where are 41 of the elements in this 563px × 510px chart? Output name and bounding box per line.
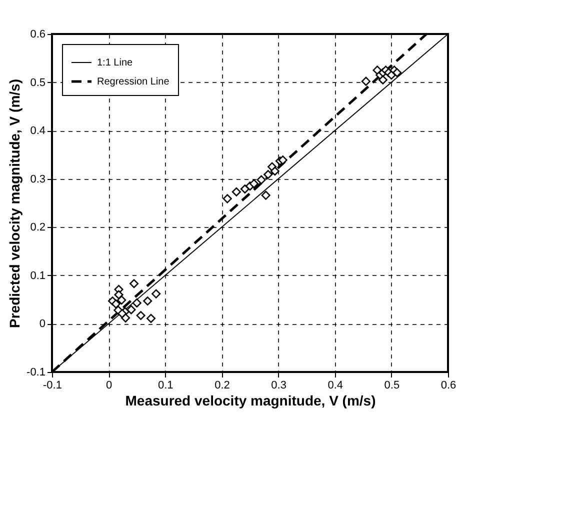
point: [270, 166, 280, 176]
point: [130, 279, 139, 288]
y-tick-label: 0.3: [30, 173, 46, 186]
y-tick-label: 0.4: [30, 125, 46, 138]
point: [117, 296, 126, 305]
x-tick-label: 0.6: [440, 380, 456, 392]
point: [152, 289, 161, 298]
point: [256, 175, 266, 184]
x-tick-label: 0.5: [384, 380, 400, 392]
point: [261, 190, 270, 200]
x-tick-label: 0.2: [214, 380, 230, 392]
point: [132, 298, 142, 308]
y-tick-label: 0.2: [30, 222, 46, 234]
y-tick-label: 0: [39, 318, 46, 330]
y-tick-label: 0.1: [30, 270, 46, 282]
y-tick-label: -0.1: [26, 366, 46, 378]
x-axis-title: Measured velocity magnitude, V (m/s): [125, 392, 376, 408]
point: [114, 290, 124, 300]
point: [392, 68, 402, 78]
y-tick-label: 0.6: [30, 28, 46, 40]
point: [118, 309, 127, 318]
point: [232, 187, 241, 196]
point: [143, 296, 152, 306]
point: [264, 170, 273, 180]
y-axis-title: Predicted velocity magnitude, V (m/s): [6, 79, 23, 328]
x-tick-label: -0.1: [43, 380, 62, 392]
x-tick-label: 0.3: [271, 380, 286, 392]
point: [111, 299, 120, 308]
point: [146, 314, 156, 323]
x-tick-label: 0: [106, 380, 112, 392]
legend-label: Regression Line: [97, 76, 170, 88]
point: [361, 76, 370, 86]
point: [126, 305, 136, 314]
point: [222, 194, 232, 204]
x-tick-label: 0.1: [158, 380, 174, 392]
point: [378, 75, 388, 84]
point: [249, 179, 258, 188]
y-tick-label: 0.5: [30, 76, 46, 89]
point: [136, 310, 146, 320]
legend-label: 1:1 Line: [97, 58, 134, 68]
x-tick-label: 0.4: [328, 380, 344, 392]
